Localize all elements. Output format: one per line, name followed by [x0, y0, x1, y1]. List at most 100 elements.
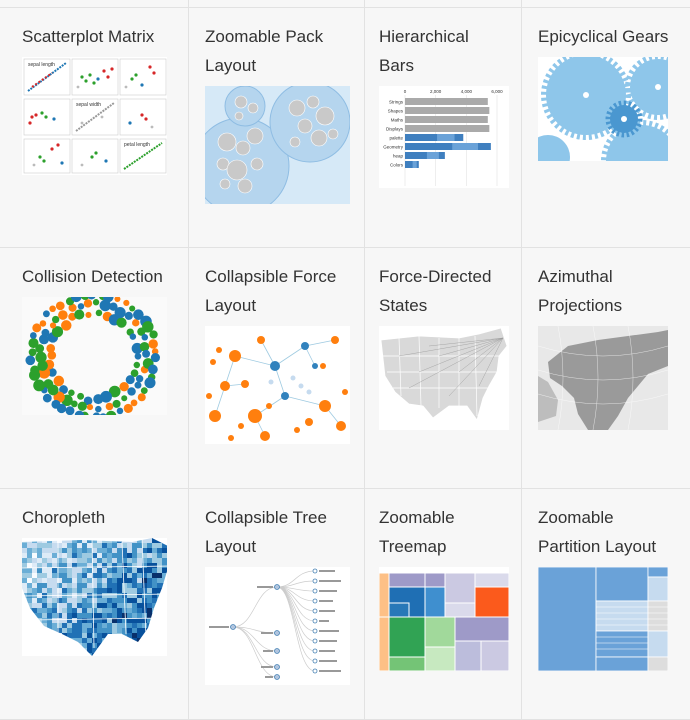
- collapsible-force-thumbnail[interactable]: [205, 326, 350, 444]
- gallery-item-title[interactable]: Force-Directed States: [379, 267, 492, 315]
- choropleth-county: [27, 558, 32, 563]
- choropleth-county: [137, 543, 142, 548]
- choropleth-county: [52, 553, 57, 558]
- choropleth-county: [107, 593, 112, 598]
- scatterplot-matrix-thumbnail[interactable]: sepal length sepal width petal length: [22, 57, 167, 175]
- collision-detection-thumbnail[interactable]: [22, 297, 167, 415]
- choropleth-county: [62, 548, 67, 553]
- choropleth-county: [137, 613, 142, 618]
- choropleth-county: [97, 593, 102, 598]
- choropleth-county: [42, 548, 47, 553]
- collision-node: [119, 381, 129, 392]
- collision-node: [47, 350, 57, 360]
- choropleth-county: [127, 583, 132, 588]
- choropleth-county: [42, 558, 47, 563]
- azimuthal-projections-thumbnail[interactable]: [538, 326, 668, 444]
- gallery-item-title[interactable]: Zoomable Treemap: [379, 508, 455, 556]
- choropleth-county: [47, 598, 52, 603]
- gallery-item-title[interactable]: Zoomable Partition Layout: [538, 508, 657, 556]
- choropleth-county: [42, 563, 47, 568]
- choropleth-county: [147, 543, 152, 548]
- choropleth-county: [112, 578, 117, 583]
- choropleth-county: [92, 588, 97, 593]
- choropleth-county: [62, 613, 67, 618]
- collision-node: [68, 389, 75, 396]
- choropleth-county: [137, 588, 142, 593]
- choropleth-county: [137, 573, 142, 578]
- choropleth-county: [87, 638, 92, 643]
- collision-node: [93, 394, 104, 405]
- choropleth-county: [27, 568, 32, 573]
- choropleth-county: [77, 563, 82, 568]
- hbars-bar-segment: [426, 152, 439, 159]
- choropleth-county: [127, 553, 132, 558]
- collision-node: [47, 368, 57, 377]
- gallery-item-title[interactable]: Hierarchical Bars: [379, 27, 469, 75]
- gallery-item-title[interactable]: Collapsible Tree Layout: [205, 508, 327, 556]
- collision-node: [99, 299, 111, 312]
- choropleth-county: [52, 563, 57, 568]
- gallery-item-title[interactable]: Collapsible Force Layout: [205, 267, 337, 315]
- choropleth-county: [137, 603, 142, 608]
- choropleth-county: [127, 623, 132, 628]
- choropleth-county: [57, 608, 62, 613]
- choropleth-thumbnail[interactable]: [22, 538, 167, 656]
- choropleth-county: [97, 543, 102, 548]
- choropleth-county: [27, 578, 32, 583]
- choropleth-county: [67, 588, 72, 593]
- hbars-bar: [405, 143, 491, 150]
- zoomable-pack-thumbnail[interactable]: [205, 86, 350, 204]
- choropleth-county: [22, 568, 27, 573]
- choropleth-county: [117, 608, 122, 613]
- choropleth-county: [47, 553, 52, 558]
- choropleth-county: [42, 583, 47, 588]
- collision-node: [124, 311, 133, 320]
- choropleth-county: [32, 608, 37, 613]
- choropleth-county: [32, 558, 37, 563]
- choropleth-county: [37, 563, 42, 568]
- choropleth-county: [92, 608, 97, 613]
- gallery-item-zoomable-partition-layout: Zoomable Partition Layout: [522, 489, 690, 720]
- collapsible-tree-thumbnail[interactable]: [205, 567, 350, 685]
- choropleth-county: [107, 598, 112, 603]
- choropleth-county: [117, 553, 122, 558]
- choropleth-county: [52, 548, 57, 553]
- hbars-tick-label: 4,000: [461, 89, 473, 94]
- force-directed-states-thumbnail[interactable]: [379, 326, 509, 444]
- choropleth-county: [132, 563, 137, 568]
- gallery-item-title[interactable]: Scatterplot Matrix: [22, 27, 155, 46]
- gallery-item-title[interactable]: Choropleth: [22, 508, 106, 527]
- choropleth-county: [92, 543, 97, 548]
- gallery-item-title[interactable]: Epicyclical Gears: [538, 27, 669, 46]
- hierarchical-bars-thumbnail[interactable]: 0 2,000 4,000 6,000 Strings Shapes Maths Displ…: [379, 86, 509, 204]
- hbars-category-label: Shapes: [388, 109, 404, 114]
- gallery-item-title[interactable]: Collision Detection: [22, 267, 163, 286]
- choropleth-county: [67, 563, 72, 568]
- choropleth-county: [22, 563, 27, 568]
- collision-node: [134, 352, 142, 360]
- choropleth-county: [127, 543, 132, 548]
- choropleth-county: [162, 543, 167, 548]
- choropleth-county: [107, 563, 112, 568]
- epicyclical-gears-thumbnail[interactable]: [538, 57, 668, 175]
- choropleth-county: [107, 573, 112, 578]
- choropleth-county: [107, 568, 112, 573]
- choropleth-county: [87, 588, 92, 593]
- choropleth-county: [137, 548, 142, 553]
- collision-node: [68, 312, 77, 321]
- choropleth-county: [27, 553, 32, 558]
- choropleth-county: [87, 623, 92, 628]
- gallery-item-title[interactable]: Zoomable Pack Layout: [205, 27, 324, 75]
- gallery-item-title[interactable]: Azimuthal Projections: [538, 267, 623, 315]
- zoomable-partition-thumbnail[interactable]: [538, 567, 668, 685]
- zoomable-treemap-thumbnail[interactable]: [379, 567, 509, 685]
- choropleth-county: [132, 558, 137, 563]
- collision-node: [114, 307, 126, 319]
- collision-node: [68, 303, 77, 312]
- choropleth-county: [92, 583, 97, 588]
- choropleth-county: [147, 598, 152, 603]
- choropleth-county: [57, 543, 62, 548]
- choropleth-county: [147, 603, 152, 608]
- choropleth-county: [92, 558, 97, 563]
- collision-node: [55, 301, 65, 311]
